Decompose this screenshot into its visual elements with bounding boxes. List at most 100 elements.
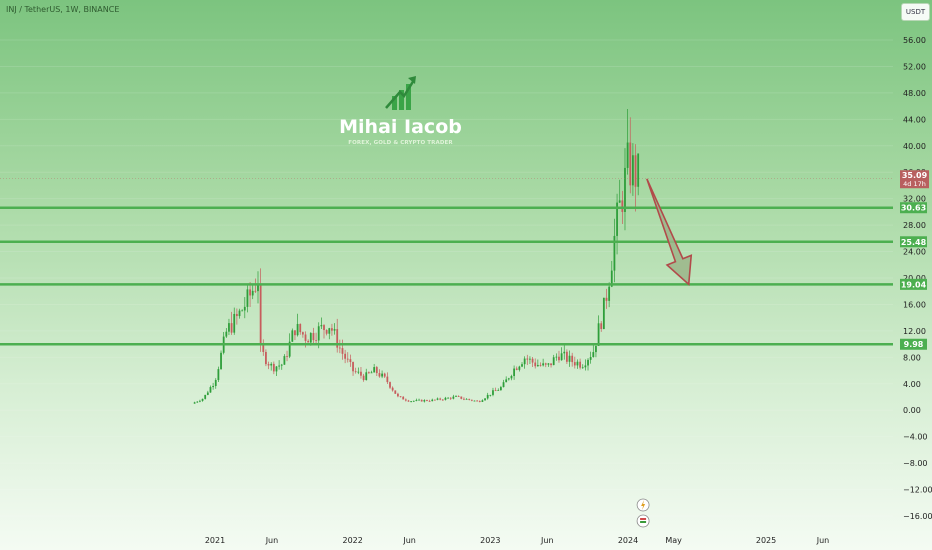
candle-body bbox=[531, 358, 534, 363]
candle-body bbox=[212, 386, 215, 388]
candle-body bbox=[412, 400, 415, 402]
logo-tagline: FOREX, GOLD & CRYPTO TRADER bbox=[348, 140, 453, 146]
candle-body bbox=[589, 357, 592, 360]
candle-body bbox=[499, 387, 502, 391]
candle-body bbox=[262, 345, 265, 352]
candle-body bbox=[431, 399, 434, 402]
candle-body bbox=[394, 390, 397, 394]
candle-body bbox=[228, 323, 230, 332]
y-tick-label: 52.00 bbox=[903, 62, 926, 71]
candle-body bbox=[272, 363, 275, 372]
candle-body bbox=[637, 153, 640, 187]
y-tick-label: 48.00 bbox=[903, 89, 926, 98]
currency-button[interactable]: USDT bbox=[901, 3, 930, 21]
candle-body bbox=[415, 399, 418, 401]
candle-body bbox=[196, 401, 199, 403]
x-tick-label: 2023 bbox=[480, 536, 500, 545]
candle-body bbox=[529, 358, 531, 360]
symbol-title[interactable]: INJ / TetherUS, 1W, BINANCE bbox=[6, 5, 120, 14]
level-badge-label: 25.48 bbox=[901, 238, 927, 247]
candle-body bbox=[433, 399, 436, 401]
candle-body bbox=[632, 155, 634, 186]
candle-body bbox=[233, 313, 236, 333]
candle-body bbox=[230, 323, 233, 333]
candle-body bbox=[494, 390, 497, 392]
candle-body bbox=[410, 401, 413, 403]
y-tick-label: 28.00 bbox=[903, 221, 926, 230]
candle-body bbox=[478, 401, 481, 402]
candle-body bbox=[439, 398, 442, 400]
candle-body bbox=[235, 313, 238, 317]
candle-body bbox=[536, 364, 539, 367]
level-badge bbox=[900, 202, 927, 214]
candle-body bbox=[465, 398, 468, 400]
candle-body bbox=[381, 373, 383, 377]
candle-body bbox=[331, 328, 333, 331]
candle-body bbox=[280, 364, 283, 366]
candle-body bbox=[510, 376, 513, 379]
candle-body bbox=[515, 368, 518, 370]
candle-body bbox=[602, 297, 605, 330]
level-badge bbox=[900, 236, 927, 248]
x-tick-label: 2021 bbox=[205, 536, 225, 545]
candle-body bbox=[246, 289, 249, 307]
candle-body bbox=[199, 400, 201, 402]
candle-body bbox=[584, 365, 587, 368]
candle-body bbox=[378, 373, 381, 377]
candle-body bbox=[613, 235, 616, 271]
candle-body bbox=[278, 365, 281, 367]
candle-body bbox=[426, 400, 428, 401]
projection-arrow[interactable] bbox=[646, 178, 693, 287]
candle-body bbox=[217, 369, 220, 381]
x-tick-label: May bbox=[665, 536, 682, 545]
candle-body bbox=[225, 331, 228, 337]
candle-body bbox=[555, 356, 558, 358]
candle-body bbox=[309, 333, 312, 343]
candle-body bbox=[452, 396, 455, 399]
candle-body bbox=[360, 371, 362, 376]
horizontal-levels[interactable] bbox=[0, 206, 893, 346]
candle-body bbox=[325, 330, 328, 334]
candle-body bbox=[436, 398, 439, 400]
current-price-badge bbox=[900, 170, 929, 189]
candle-body bbox=[497, 390, 500, 391]
candle-body bbox=[333, 329, 336, 331]
candle-body bbox=[605, 297, 608, 301]
candle-body bbox=[547, 363, 550, 365]
candle-body bbox=[286, 356, 288, 357]
candle-body bbox=[399, 396, 402, 398]
candle-body bbox=[505, 379, 508, 383]
y-tick-label: 20.00 bbox=[903, 274, 926, 283]
x-tick-label: 2025 bbox=[756, 536, 776, 545]
level-badge-label: 30.63 bbox=[901, 204, 926, 213]
candle-body bbox=[357, 371, 360, 373]
y-axis[interactable]: 56.0052.0048.0044.0040.0036.0032.0028.00… bbox=[903, 36, 932, 521]
candle-body bbox=[386, 376, 389, 383]
candle-body bbox=[336, 329, 339, 348]
candle-body bbox=[251, 290, 254, 296]
candle-body bbox=[418, 399, 420, 401]
candle-body bbox=[367, 372, 370, 374]
candle-body bbox=[307, 340, 310, 343]
candle-body bbox=[344, 353, 347, 359]
event-markers[interactable] bbox=[636, 498, 650, 528]
x-axis[interactable]: 2021 Jun 2022 Jun 2023 Jun 2024 May 2025 Jun bbox=[205, 536, 829, 545]
candle-body bbox=[341, 348, 344, 354]
candle-body bbox=[455, 396, 457, 397]
candle-body bbox=[518, 366, 521, 370]
y-tick-label: −12.00 bbox=[903, 486, 932, 495]
candle-body bbox=[283, 356, 286, 365]
candle-body bbox=[600, 323, 603, 330]
candle-body bbox=[621, 200, 624, 212]
y-tick-label: 0.00 bbox=[903, 406, 921, 415]
candle-body bbox=[597, 323, 600, 346]
candle-body bbox=[259, 284, 262, 346]
candle-body bbox=[254, 290, 257, 292]
candle-body bbox=[457, 396, 460, 397]
candle-body bbox=[389, 382, 391, 388]
current-price-label: 35.09 bbox=[902, 171, 928, 180]
candle-body bbox=[315, 340, 317, 341]
candle-body bbox=[581, 367, 584, 369]
